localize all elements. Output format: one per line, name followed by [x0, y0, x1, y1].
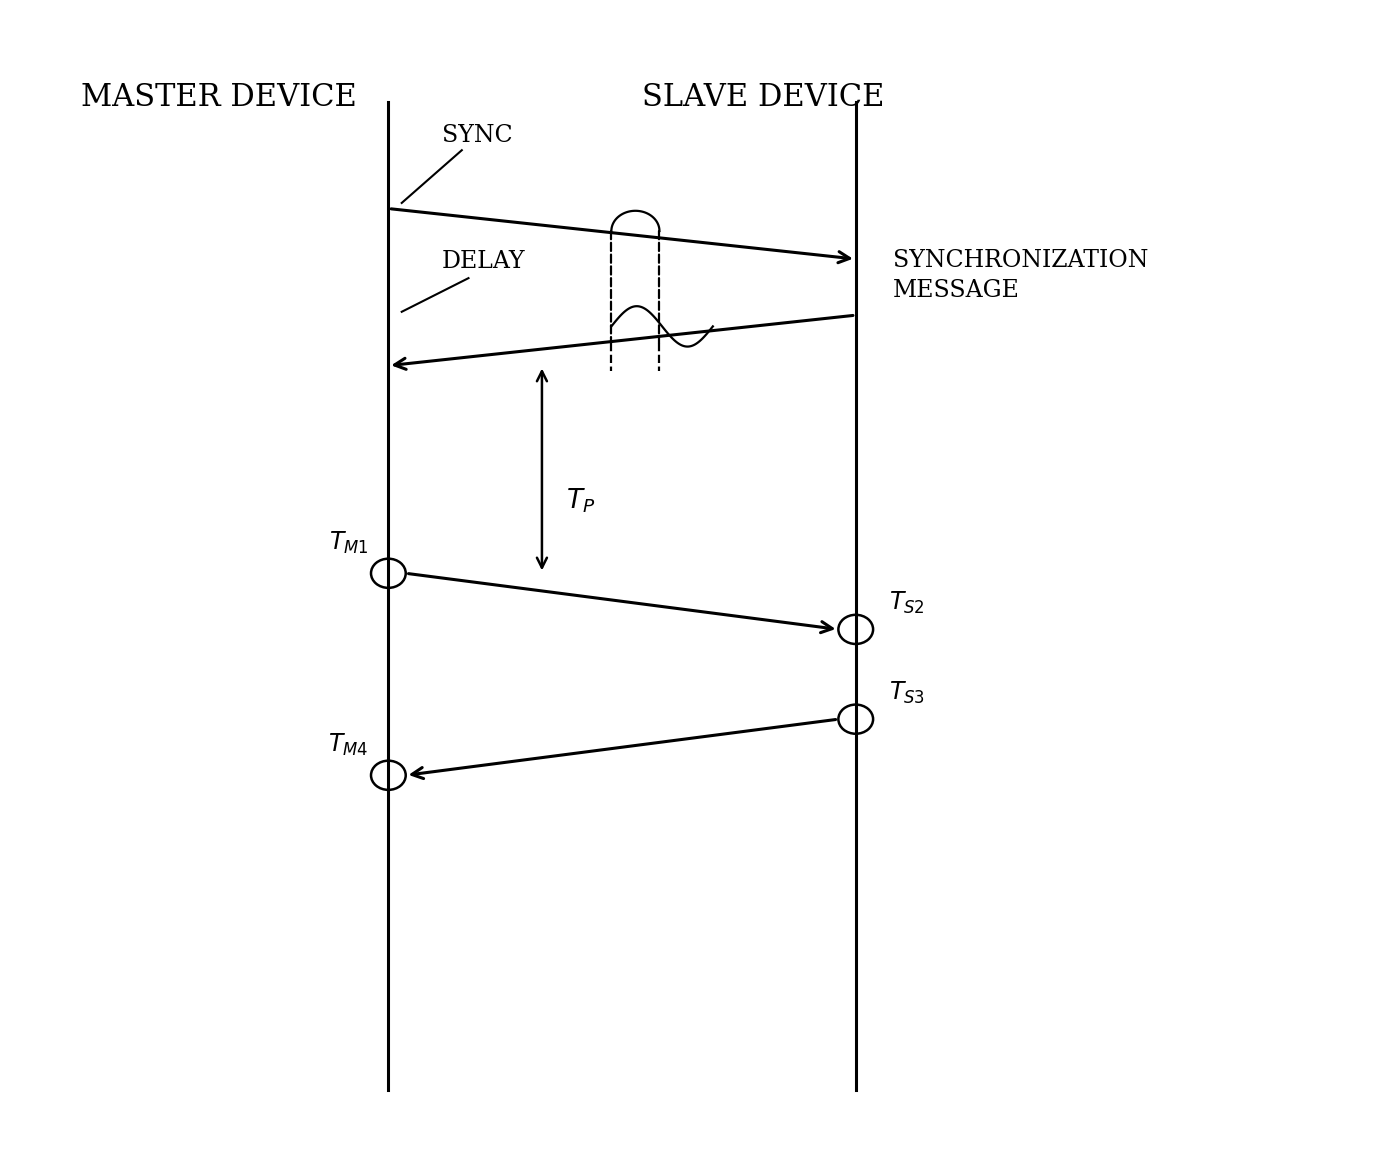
Text: $T_{M1}$: $T_{M1}$ [328, 531, 369, 556]
Text: $T_P$: $T_P$ [566, 486, 595, 514]
Text: $T_{S2}$: $T_{S2}$ [889, 589, 925, 616]
Text: SLAVE DEVICE: SLAVE DEVICE [643, 82, 885, 113]
Text: $T_{S3}$: $T_{S3}$ [889, 679, 925, 706]
Text: SYNC: SYNC [442, 124, 512, 147]
Text: $T_{M4}$: $T_{M4}$ [328, 732, 369, 759]
Text: DELAY: DELAY [442, 249, 526, 272]
Text: MASTER DEVICE: MASTER DEVICE [81, 82, 357, 113]
Text: SYNCHRONIZATION
MESSAGE: SYNCHRONIZATION MESSAGE [893, 249, 1149, 303]
